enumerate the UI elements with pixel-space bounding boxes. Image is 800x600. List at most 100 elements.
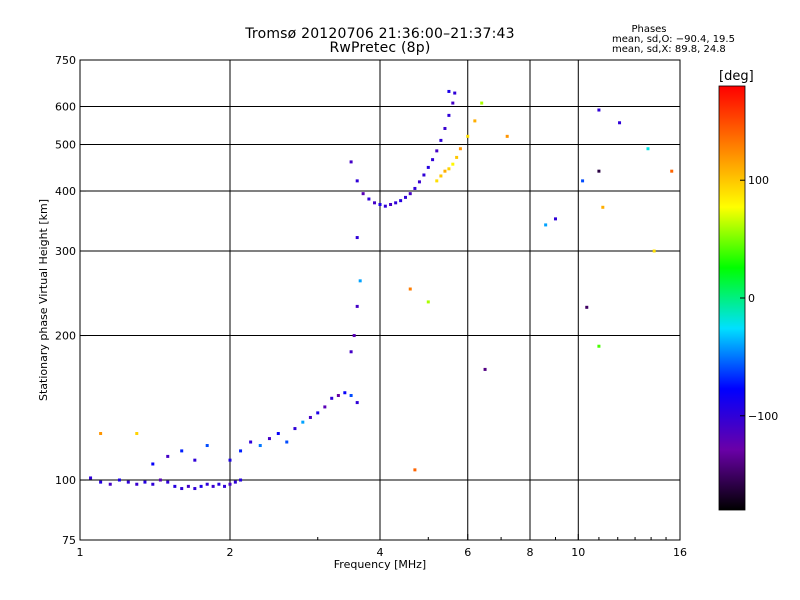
- data-point: [597, 344, 601, 348]
- data-point: [301, 420, 305, 424]
- data-point: [223, 484, 227, 488]
- data-point: [399, 199, 403, 203]
- data-point: [422, 173, 426, 177]
- data-point: [323, 405, 327, 409]
- chart-subtitle: RwPretec (8p): [329, 40, 431, 56]
- data-point: [239, 478, 243, 482]
- data-point: [394, 201, 398, 205]
- data-point: [408, 192, 412, 196]
- data-point: [249, 440, 253, 444]
- y-axis-label: Stationary phase Virtual Height [km]: [37, 199, 50, 401]
- data-point: [597, 108, 601, 112]
- data-point: [435, 149, 439, 153]
- y-tick-label: 400: [55, 185, 76, 198]
- data-point: [451, 101, 455, 105]
- data-point: [455, 155, 459, 159]
- data-point: [99, 432, 103, 436]
- data-point: [413, 186, 417, 190]
- data-point: [670, 169, 674, 173]
- colorbar-tick-label: −100: [748, 410, 778, 423]
- data-point: [453, 91, 457, 95]
- data-point: [435, 179, 439, 183]
- phase-stats-heading: Phases: [631, 24, 667, 35]
- data-point: [355, 236, 359, 240]
- data-point: [285, 440, 289, 444]
- data-point: [228, 482, 232, 486]
- data-point: [336, 394, 340, 398]
- data-point: [431, 158, 435, 162]
- data-point: [117, 478, 121, 482]
- data-point: [408, 287, 412, 291]
- data-point: [316, 411, 320, 415]
- data-point: [389, 202, 393, 206]
- data-point: [439, 138, 443, 142]
- x-tick-label: 16: [673, 546, 687, 559]
- grid-lines: [80, 60, 680, 540]
- data-point: [135, 432, 139, 436]
- data-point: [581, 179, 585, 183]
- data-point: [330, 396, 334, 400]
- y-tick-label: 300: [55, 245, 76, 258]
- data-point: [367, 197, 371, 201]
- data-point: [451, 162, 455, 166]
- data-point: [553, 217, 557, 221]
- data-point: [349, 350, 353, 354]
- data-point: [205, 444, 209, 448]
- data-point: [217, 482, 221, 486]
- y-tick-label: 600: [55, 101, 76, 114]
- x-tick-label: 8: [527, 546, 534, 559]
- data-point: [180, 449, 184, 453]
- data-point: [505, 134, 509, 138]
- data-point: [355, 179, 359, 183]
- data-point: [480, 101, 484, 105]
- y-tick-label: 75: [62, 534, 76, 547]
- data-point: [166, 454, 170, 458]
- x-tick-label: 4: [377, 546, 384, 559]
- data-point: [151, 482, 155, 486]
- data-point: [417, 180, 421, 184]
- data-point: [349, 394, 353, 398]
- data-point: [426, 300, 430, 304]
- data-point: [544, 223, 548, 227]
- data-point: [89, 476, 93, 480]
- data-point: [597, 169, 601, 173]
- data-point: [458, 147, 462, 151]
- chart-title: Tromsø 20120706 21:36:00–21:37:43: [245, 26, 515, 42]
- data-point: [158, 478, 162, 482]
- data-point: [233, 480, 237, 484]
- data-points: [89, 89, 674, 491]
- data-point: [193, 458, 197, 462]
- y-tick-label: 200: [55, 330, 76, 343]
- data-point: [358, 279, 362, 283]
- data-point: [293, 427, 297, 431]
- data-point: [228, 458, 232, 462]
- data-point: [355, 401, 359, 405]
- data-point: [618, 121, 622, 125]
- data-point: [151, 462, 155, 466]
- data-point: [439, 174, 443, 178]
- x-tick-label: 10: [571, 546, 585, 559]
- data-point: [383, 204, 387, 208]
- x-tick-label: 2: [227, 546, 234, 559]
- x-axis-label: Frequency [MHz]: [334, 558, 426, 571]
- data-point: [473, 119, 477, 123]
- data-point: [443, 169, 447, 173]
- phase-stats-x-mode: mean, sd,X: 89.8, 24.8: [612, 44, 726, 55]
- data-point: [601, 205, 605, 209]
- data-point: [355, 304, 359, 308]
- colorbar-tick-label: 0: [748, 292, 755, 305]
- y-axis: 75 100 200 300 400 500 600 750: [55, 54, 86, 547]
- data-point: [239, 449, 243, 453]
- data-point: [199, 484, 203, 488]
- data-point: [180, 487, 184, 491]
- data-point: [276, 432, 280, 436]
- data-point: [646, 147, 650, 151]
- data-point: [308, 415, 312, 419]
- data-point: [173, 484, 177, 488]
- data-point: [403, 195, 407, 199]
- data-point: [258, 444, 262, 448]
- data-point: [267, 437, 271, 441]
- colorbar-ticks: 100 0 −100: [740, 174, 778, 423]
- data-point: [447, 89, 451, 93]
